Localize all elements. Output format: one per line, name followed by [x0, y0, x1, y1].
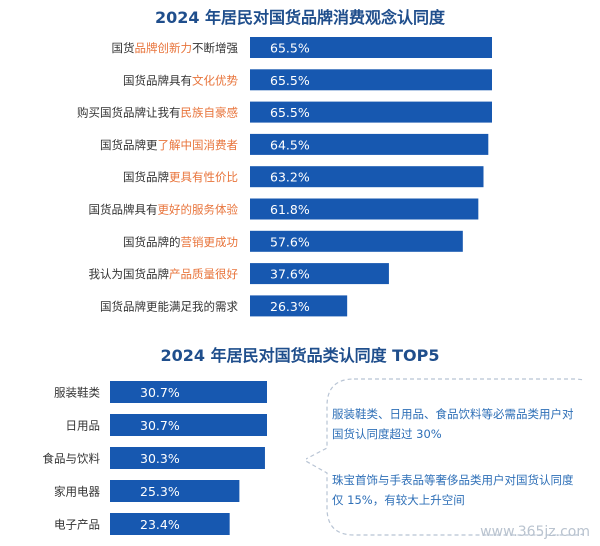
chart2-value-label: 30.3% — [140, 451, 180, 466]
chart2-bar — [110, 513, 230, 535]
chart1-bar — [250, 37, 492, 58]
note-paragraph-1: 服装鞋类、日用品、食品饮料等必需品类用户对国货认同度超过 30% — [332, 407, 574, 441]
chart1-value-label: 63.2% — [270, 170, 310, 185]
note-callout-box — [306, 378, 584, 536]
chart2-value-label: 30.7% — [140, 418, 180, 433]
chart1-title: 2024 年居民对国货品牌消费观念认同度 — [154, 8, 446, 27]
chart2-category-label: 电子产品 — [54, 518, 100, 532]
note-paragraph-2: 珠宝首饰与手表品等奢侈品类用户对国货认同度仅 15%，有较大上升空间 — [332, 473, 574, 507]
chart1-value-label: 26.3% — [270, 299, 310, 314]
chart1-category-label: 国货品牌具有更好的服务体验 — [89, 203, 239, 217]
chart1-bar — [250, 295, 348, 317]
watermark: www.365jz.com — [480, 524, 590, 540]
chart1-category-label: 购买国货品牌让我有民族自豪感 — [77, 106, 238, 120]
chart2-category-label: 食品与饮料 — [43, 452, 101, 466]
chart1-value-label: 64.5% — [270, 137, 310, 152]
chart1-bar — [250, 101, 492, 123]
chart1-category-label: 我认为国货品牌产品质量很好 — [89, 267, 239, 281]
chart1-category-label: 国货品牌创新力不断增强 — [112, 41, 239, 55]
chart2-category-label: 日用品 — [66, 419, 101, 433]
chart1-category-label: 国货品牌的营销更成功 — [123, 235, 238, 249]
chart2-bar — [110, 381, 267, 403]
chart2-value-label: 23.4% — [140, 517, 180, 532]
chart1-category-label: 国货品牌更了解中国消费者 — [100, 138, 238, 152]
chart1-bar — [250, 263, 389, 285]
chart2-category-label: 服装鞋类 — [54, 386, 100, 400]
chart1-bar — [250, 166, 484, 188]
chart2-value-label: 30.7% — [140, 385, 180, 400]
chart1-value-label: 57.6% — [270, 234, 310, 249]
chart2-bar — [110, 414, 267, 436]
chart1-value-label: 65.5% — [270, 105, 310, 120]
chart2-bar — [110, 480, 240, 502]
chart1-value-label: 37.6% — [270, 267, 310, 282]
chart2-value-label: 25.3% — [140, 484, 180, 499]
chart1-bar — [250, 230, 463, 252]
chart1-category-label: 国货品牌更能满足我的需求 — [100, 299, 238, 313]
chart1-category-label: 国货品牌更具有性价比 — [123, 170, 238, 184]
chart1-value-label: 61.8% — [270, 202, 310, 217]
chart1-bar — [250, 198, 479, 220]
chart1-bar — [250, 133, 489, 155]
chart1-value-label: 65.5% — [270, 41, 310, 56]
chart1-category-label: 国货品牌具有文化优势 — [123, 73, 238, 87]
chart1-bar — [250, 69, 492, 91]
chart2-title: 2024 年居民对国货品类认同度 TOP5 — [160, 346, 440, 365]
chart1-value-label: 65.5% — [270, 73, 310, 88]
chart2-category-label: 家用电器 — [54, 485, 100, 499]
chart2-bar — [110, 447, 265, 469]
